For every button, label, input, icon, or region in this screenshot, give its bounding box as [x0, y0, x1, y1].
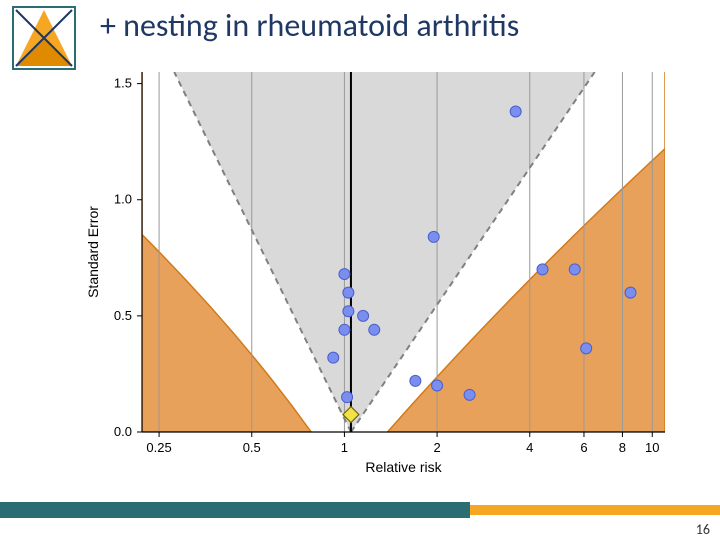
footer-orange — [470, 505, 720, 515]
slide: + nesting in rheumatoid arthritis 0.250.… — [0, 0, 720, 540]
svg-text:0.5: 0.5 — [114, 308, 132, 323]
svg-text:Standard Error: Standard Error — [85, 206, 101, 298]
svg-text:8: 8 — [619, 440, 626, 455]
svg-text:1.0: 1.0 — [114, 192, 132, 207]
svg-text:6: 6 — [580, 440, 587, 455]
funnel-plot: 0.25 0.5 1 2 4 6 8 10 0.0 0.5 1.0 1.5 Relative risk S… — [80, 62, 675, 482]
footer-teal — [0, 502, 470, 518]
footer-bar — [0, 502, 720, 518]
svg-text:0.25: 0.25 — [146, 440, 171, 455]
svg-text:4: 4 — [526, 440, 533, 455]
svg-text:0.5: 0.5 — [243, 440, 261, 455]
svg-text:10: 10 — [645, 440, 659, 455]
svg-text:0.0: 0.0 — [114, 424, 132, 439]
slide-title: + nesting in rheumatoid arthritis — [100, 6, 700, 45]
svg-text:Relative risk: Relative risk — [365, 459, 442, 475]
svg-text:1: 1 — [341, 440, 348, 455]
page-number: 16 — [696, 521, 710, 538]
svg-text:1.5: 1.5 — [114, 76, 132, 91]
svg-text:2: 2 — [433, 440, 440, 455]
brand-logo — [12, 6, 76, 70]
